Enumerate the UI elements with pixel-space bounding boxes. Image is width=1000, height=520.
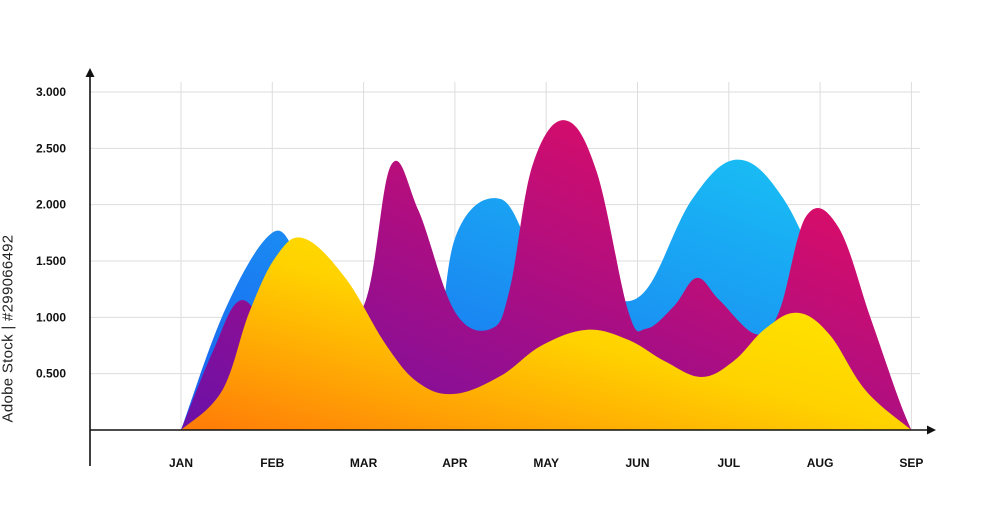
y-tick-label: 1.500 [36, 254, 66, 268]
x-tick-label: JUN [625, 456, 649, 470]
x-tick-label: JAN [169, 456, 193, 470]
x-tick-label: SEP [899, 456, 923, 470]
series-area-3 [181, 237, 912, 430]
x-tick-label: MAY [533, 456, 559, 470]
y-tick-label: 2.500 [36, 141, 66, 155]
y-tick-label: 1.000 [36, 310, 66, 324]
x-tick-label: FEB [260, 456, 284, 470]
x-tick-label: JUL [717, 456, 740, 470]
x-axis-arrow-icon [927, 425, 936, 435]
chart-areas [181, 120, 912, 430]
y-tick-labels: 0.500 1.000 1.500 2.000 2.500 3.000 [36, 85, 66, 381]
y-tick-label: 2.000 [36, 198, 66, 212]
y-axis-arrow-icon [85, 68, 95, 77]
y-tick-label: 3.000 [36, 85, 66, 99]
x-tick-label: AUG [807, 456, 834, 470]
x-tick-label: MAR [350, 456, 378, 470]
chart-axes [85, 68, 936, 466]
x-tick-labels: JAN FEB MAR APR MAY JUN JUL AUG SEP [169, 456, 923, 470]
y-tick-label: 0.500 [36, 367, 66, 381]
watermark-vertical-text: Adobe Stock | #299066492 [0, 234, 17, 423]
x-tick-label: APR [442, 456, 468, 470]
